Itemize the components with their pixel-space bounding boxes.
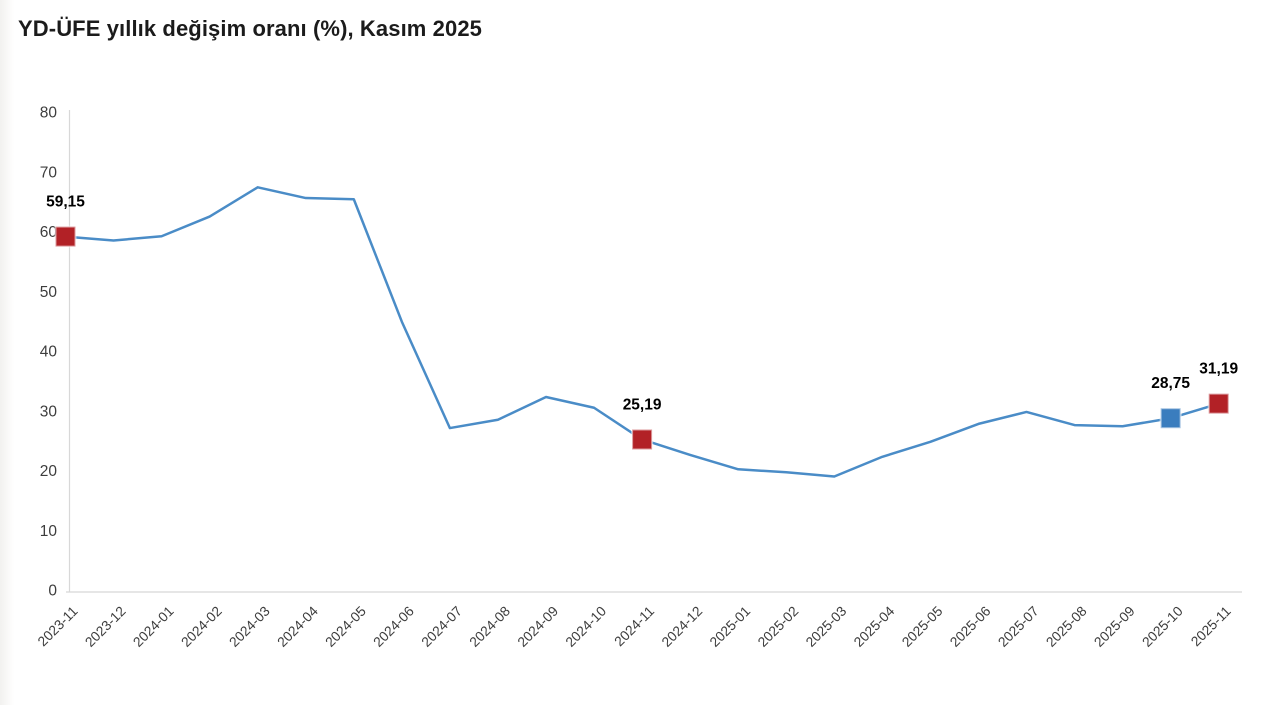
x-axis-label: 2024-06	[371, 603, 418, 650]
x-axis-label: 2025-08	[1043, 603, 1090, 650]
x-axis-label: 2024-08	[467, 603, 514, 650]
data-point-marker[interactable]	[631, 428, 654, 451]
y-axis-label: 10	[40, 523, 58, 540]
x-axis-label: 2025-04	[851, 603, 898, 650]
data-point-label: 28,75	[1151, 375, 1190, 392]
x-axis-label: 2025-10	[1139, 603, 1186, 650]
x-axis-label: 2025-05	[899, 603, 946, 650]
x-axis-label: 2024-09	[515, 603, 562, 650]
x-axis-label: 2024-04	[274, 603, 321, 650]
x-axis-label: 2024-10	[563, 603, 610, 650]
data-point-marker[interactable]	[1207, 392, 1230, 415]
data-point-marker[interactable]	[54, 225, 77, 248]
x-axis-label: 2025-09	[1091, 603, 1138, 650]
page-title: YD-ÜFE yıllık değişim oranı (%), Kasım 2…	[18, 16, 483, 41]
y-axis-label: 40	[40, 344, 58, 361]
y-axis-label: 60	[40, 224, 58, 241]
y-axis-label: 80	[40, 105, 58, 122]
data-point-marker[interactable]	[1159, 407, 1182, 430]
x-axis-label: 2024-07	[419, 604, 465, 650]
x-axis-label: 2025-07	[995, 604, 1041, 650]
x-axis-label: 2025-01	[707, 604, 753, 650]
x-axis-label: 2023-12	[82, 604, 128, 650]
x-axis-label: 2024-03	[226, 603, 273, 650]
x-axis-label: 2025-02	[755, 604, 801, 650]
x-axis-label: 2025-11	[1188, 604, 1234, 650]
x-axis-label: 2024-05	[323, 603, 370, 650]
data-point-label: 31,19	[1199, 361, 1238, 378]
y-axis-label: 50	[40, 284, 58, 301]
y-axis-label: 20	[40, 463, 58, 480]
data-point-label: 59,15	[46, 194, 85, 211]
x-axis-label: 2024-11	[612, 604, 658, 650]
data-point-label: 25,19	[623, 396, 662, 413]
y-axis-label: 0	[48, 583, 57, 600]
x-axis-label: 2024-12	[659, 604, 705, 650]
x-axis-label: 2025-03	[803, 603, 850, 650]
x-axis-label: 2025-06	[947, 603, 994, 650]
x-axis-label: 2024-01	[130, 604, 176, 650]
y-axis-label: 30	[40, 403, 58, 420]
x-axis-label: 2024-02	[178, 604, 224, 650]
x-axis-label: 2023-11	[35, 604, 81, 650]
y-axis-label: 70	[40, 164, 58, 181]
